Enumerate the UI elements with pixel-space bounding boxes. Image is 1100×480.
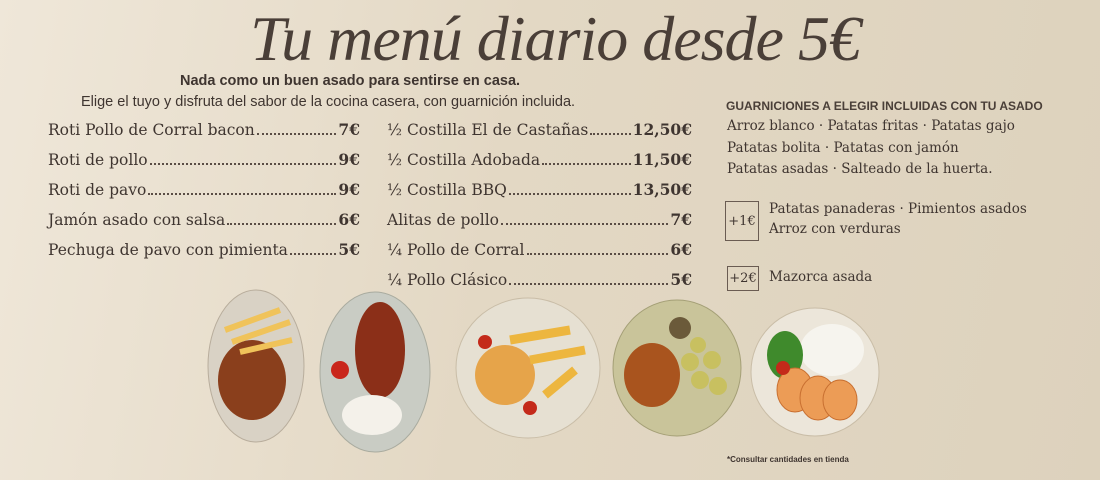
footnote: *Consultar cantidades en tienda [727, 455, 849, 464]
dot-leader [500, 223, 669, 225]
extra-line: Patatas panaderas · Pimientos asados [769, 201, 1027, 217]
subtitle: Elige el tuyo y disfruta del sabor de la… [81, 94, 576, 110]
item-name: ½ Costilla Adobada [387, 151, 541, 169]
item-price: 9€ [338, 180, 360, 199]
item-price: 9€ [338, 150, 360, 169]
dot-leader [526, 253, 669, 255]
garnish-line: Patatas bolita · Patatas con jamón [727, 139, 959, 156]
dot-leader [508, 193, 631, 195]
item-name: Pechuga de pavo con pimienta [48, 241, 288, 259]
menu-item: Roti Pollo de Corral bacon 7€ [48, 120, 360, 142]
title: Tu menú diario desde 5€ [250, 3, 861, 74]
menu-item: ½ Costilla BBQ 13,50€ [387, 180, 692, 202]
tagline: Nada como un buen asado para sentirse en… [180, 73, 521, 89]
item-price: 11,50€ [632, 150, 692, 169]
item-name: Jamón asado con salsa [48, 211, 226, 229]
plate [319, 291, 431, 453]
item-name: ½ Costilla BBQ [387, 181, 507, 199]
item-name: Roti Pollo de Corral bacon [48, 121, 255, 139]
extra-price: +2€ [727, 266, 759, 291]
extra-line: Mazorca asada [769, 269, 873, 285]
menu-item: ¼ Pollo Clásico 5€ [387, 270, 692, 292]
dot-leader [289, 253, 337, 255]
menu-item: Jamón asado con salsa 6€ [48, 210, 360, 232]
item-name: ¼ Pollo Clásico [387, 271, 508, 289]
extra-price: +1€ [725, 201, 759, 241]
garnish-line: Patatas asadas · Salteado de la huerta. [727, 161, 993, 177]
item-name: Alitas de pollo [387, 211, 499, 229]
dot-leader [148, 193, 337, 195]
plate [612, 299, 742, 437]
dot-leader [590, 133, 631, 135]
menu-item: ½ Costilla El de Castañas 12,50€ [387, 120, 692, 142]
dot-leader [227, 223, 337, 225]
item-price: 13,50€ [632, 180, 692, 199]
menu-item: Pechuga de pavo con pimienta 5€ [48, 240, 360, 262]
dot-leader [542, 163, 631, 165]
item-name: ¼ Pollo de Corral [387, 241, 525, 259]
item-name: Roti de pavo [48, 181, 147, 199]
dot-leader [509, 283, 669, 285]
menu-item: Roti de pollo 9€ [48, 150, 360, 172]
garnish-line: Arroz blanco · Patatas fritas · Patatas … [727, 118, 1015, 134]
item-price: 7€ [338, 120, 360, 139]
item-price: 5€ [338, 240, 360, 259]
item-name: ½ Costilla El de Castañas [387, 121, 589, 139]
item-price: 6€ [670, 240, 692, 259]
item-price: 12,50€ [632, 120, 692, 139]
item-price: 6€ [338, 210, 360, 229]
dot-leader [256, 133, 337, 135]
menu-item: ½ Costilla Adobada 11,50€ [387, 150, 692, 172]
plate [750, 307, 880, 437]
garnish-heading: GUARNICIONES A ELEGIR INCLUIDAS CON TU A… [726, 99, 1043, 113]
plate [455, 297, 601, 439]
plate [207, 289, 305, 443]
item-price: 7€ [670, 210, 692, 229]
dot-leader [149, 163, 337, 165]
menu-item: ¼ Pollo de Corral 6€ [387, 240, 692, 262]
menu-item: Roti de pavo 9€ [48, 180, 360, 202]
item-name: Roti de pollo [48, 151, 148, 169]
menu-item: Alitas de pollo 7€ [387, 210, 692, 232]
item-price: 5€ [670, 270, 692, 289]
extra-line: Arroz con verduras [769, 221, 901, 237]
